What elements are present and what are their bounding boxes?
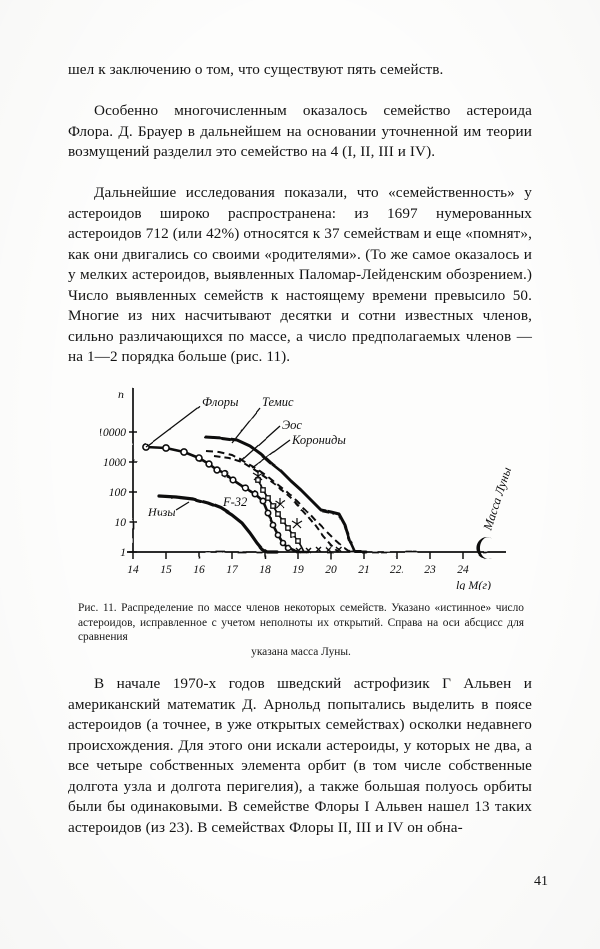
x-tick-label-20: 20 bbox=[325, 564, 337, 576]
annotation-koronidy: Корониды bbox=[291, 433, 346, 447]
y-tick-label-100: 100 bbox=[109, 487, 127, 499]
curve-nizy bbox=[157, 494, 279, 554]
y-tick-label-10000: 10000 bbox=[100, 427, 126, 439]
caption-last-line: указана масса Луны. bbox=[251, 645, 351, 658]
annotation-moon-mass: Масса Луны bbox=[480, 465, 512, 533]
curve-flory-markers bbox=[142, 443, 292, 552]
x-tick-label-23: 23 bbox=[424, 564, 436, 576]
y-tick-label-1: 1 bbox=[120, 547, 126, 559]
annotation-f32: F-32 bbox=[222, 495, 247, 509]
x-tick-label-17: 17 bbox=[226, 564, 239, 576]
x-tick-label-21: 21 bbox=[358, 564, 370, 576]
paragraph-intro: шел к заключению о том, что существуют п… bbox=[68, 61, 444, 78]
paragraph-alfven-arnold: В начале 1970-х годов шведский астрофизи… bbox=[68, 675, 532, 836]
x-tick-label-14: 14 bbox=[127, 564, 139, 576]
curve-eos bbox=[205, 450, 351, 553]
paragraph-flora-family: Особенно многочисленным оказалось семейс… bbox=[68, 102, 532, 160]
paragraph-family-statistics: Дальнейшие исследования показали, что «с… bbox=[68, 184, 532, 365]
annotation-temis: Темис bbox=[262, 395, 294, 409]
x-tick-label-18: 18 bbox=[259, 564, 271, 576]
annotation-flory: Флоры bbox=[202, 395, 239, 409]
x-tick-label-16: 16 bbox=[193, 564, 205, 576]
x-axis-ticks bbox=[132, 552, 464, 559]
starburst-marks bbox=[252, 470, 303, 529]
x-tick-label-15: 15 bbox=[160, 564, 172, 576]
figure-11-chart: n 10000 1000 100 10 1 14 15 16 17 18 19 … bbox=[100, 386, 512, 590]
baseline-cross-marks bbox=[295, 546, 342, 554]
annotation-eos: Эос bbox=[282, 418, 302, 432]
y-tick-label-10: 10 bbox=[115, 517, 127, 529]
curve-temis bbox=[204, 435, 368, 554]
x-tick-label-24: 24 bbox=[457, 564, 469, 576]
figure-caption: Рис. 11. Распределение по массе членов н… bbox=[78, 601, 524, 659]
curve-koronidy bbox=[213, 455, 339, 553]
annotation-nizy: Низы bbox=[147, 505, 175, 519]
page-number: 41 bbox=[534, 874, 548, 889]
y-tick-label-1000: 1000 bbox=[103, 457, 126, 469]
moon-crescent-icon bbox=[476, 537, 492, 559]
asteroid-mass-distribution-plot: n 10000 1000 100 10 1 14 15 16 17 18 19 … bbox=[100, 387, 512, 590]
x-axis-label: lg M(г) bbox=[456, 578, 491, 590]
x-tick-label-19: 19 bbox=[292, 564, 304, 576]
annotation-leader-lines bbox=[145, 405, 291, 511]
x-tick-label-22: 22. bbox=[390, 564, 404, 576]
curve-f32-markers bbox=[255, 477, 301, 544]
caption-main: Рис. 11. Распределение по массе членов н… bbox=[78, 602, 524, 644]
y-axis-label: n bbox=[118, 387, 124, 401]
